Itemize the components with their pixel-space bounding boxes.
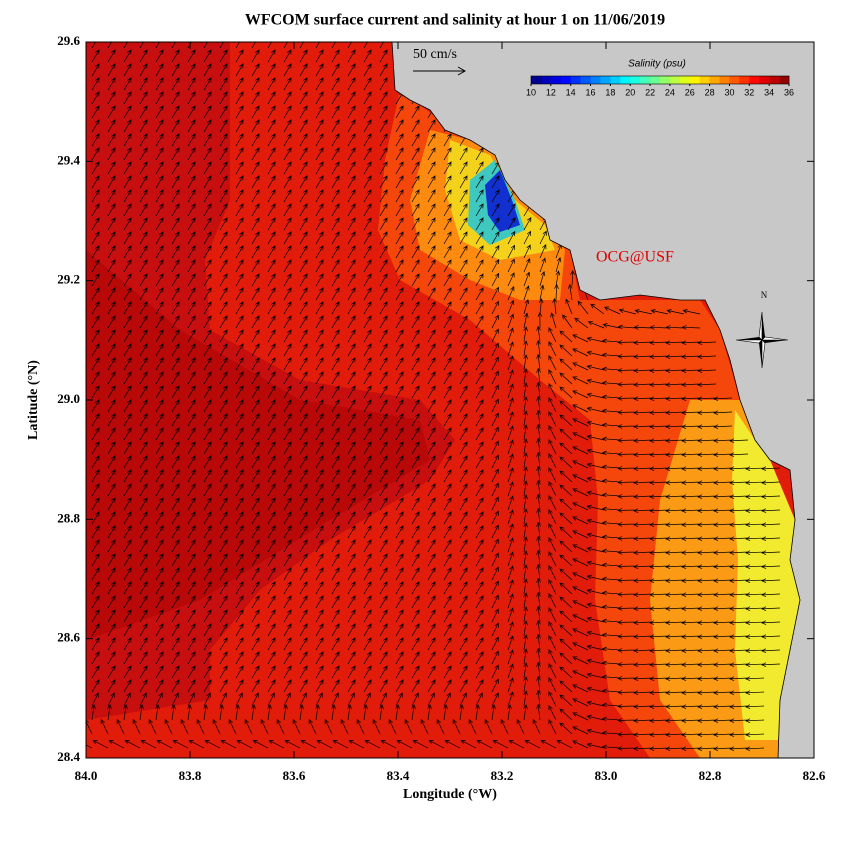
colorbar-swatch [570,76,581,84]
colorbar-swatch [550,76,562,84]
colorbar-swatch [679,76,691,84]
north-label: N [761,290,768,300]
colorbar-swatch [630,76,641,84]
salinity-field [86,42,814,758]
x-axis-label: Longitude (°W) [403,787,497,802]
colorbar-swatch [699,76,710,84]
x-tick-label: 83.8 [179,768,202,783]
colorbar-swatch [779,76,790,84]
y-tick-label: 28.6 [57,630,80,645]
y-tick-label: 29.6 [57,33,80,48]
colorbar-swatch [590,76,601,84]
colorbar: 10 12 14 16 18 20 22 24 26 28 30 32 34 36 [526,75,794,97]
x-tick-label: 83.2 [491,768,514,783]
scale-label: 50 cm/s [413,47,457,62]
colorbar-tick-label: 16 [586,87,596,97]
colorbar-tick-label: 22 [645,87,655,97]
colorbar-title: Salinity (psu) [628,59,686,70]
x-tick-label: 82.6 [803,768,826,783]
colorbar-swatch [739,76,750,84]
coastal-yellow-south [732,410,800,740]
vector-field [86,42,781,752]
x-tick-label: 84.0 [75,768,98,783]
current-vectors [86,42,781,752]
colorbar-swatch [600,76,611,84]
y-tick-label: 29.0 [57,391,80,406]
y-axis-label: Latitude (°N) [26,360,41,440]
colorbar-tick-label: 12 [546,87,556,97]
title: WFCOM surface current and salinity at ho… [245,12,665,29]
x-tick-label: 83.6 [283,768,306,783]
colorbar-tick-label: 26 [685,87,695,97]
x-tick-label: 82.8 [699,768,722,783]
colorbar-tick-label: 14 [566,87,576,97]
colorbar-tick-label: 28 [705,87,715,97]
colorbar-tick-label: 34 [764,87,774,97]
colorbar-swatch [640,76,651,84]
colorbar-swatch [709,76,720,84]
scale-arrow-head [457,66,467,76]
compass [735,311,789,369]
y-tick-label: 29.4 [57,152,80,167]
colorbar-tick-label: 18 [605,87,615,97]
colorbar-frame [530,75,790,85]
colorbar-swatch [540,76,552,84]
colorbar-tick-label: 36 [784,87,794,97]
y-tick-label: 29.2 [57,272,80,287]
colorbar-swatch [531,76,542,84]
colorbar-swatch [580,76,591,84]
y-tick-label: 28.4 [57,749,80,764]
colorbar-swatch [560,76,571,84]
colorbar-tick-label: 32 [744,87,754,97]
colorbar-tick-label: 10 [526,87,536,97]
credit: OCG@USF [596,249,674,266]
colorbar-swatch [729,76,740,84]
colorbar-swatch [650,76,661,84]
x-tick-label: 83.4 [387,768,410,783]
colorbar-swatch [769,76,780,84]
colorbar-swatch [719,76,730,84]
land [391,42,814,758]
colorbar-swatch [610,76,621,84]
colorbar-tick-label: 20 [625,87,635,97]
colorbar-swatch [660,76,671,84]
y-tick-label: 28.8 [57,510,80,525]
colorbar-tick-label: 30 [724,87,734,97]
colorbar-swatch [749,76,760,84]
colorbar-swatch [669,76,681,84]
colorbar-swatch [620,76,631,84]
colorbar-swatch [759,76,770,84]
colorbar-tick-label: 24 [665,87,675,97]
highest-salinity-zone [86,250,430,640]
colorbar-swatch [689,76,700,84]
x-tick-label: 83.0 [595,768,618,783]
